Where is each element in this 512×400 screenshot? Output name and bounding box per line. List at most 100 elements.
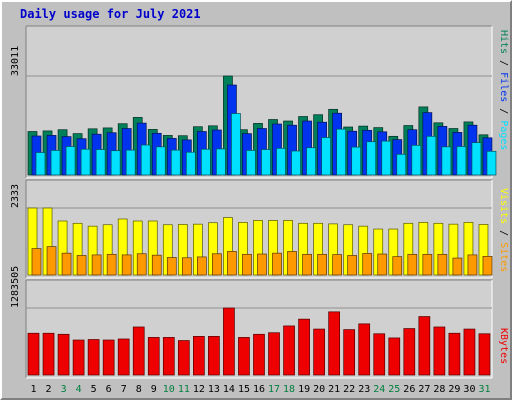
visits-sites-sites-bar-15 xyxy=(242,253,252,276)
visits-sites-sites-bar-27 xyxy=(422,253,433,276)
day-label-20: 20 xyxy=(313,384,325,395)
hits-files-pages-pages-bar-18 xyxy=(291,150,301,176)
kbytes-kbytes-bar-26 xyxy=(403,328,416,376)
hits-files-pages-pages-bar-24 xyxy=(381,140,392,176)
hits-files-pages-pages-bar-3 xyxy=(65,146,76,176)
day-label-22: 22 xyxy=(343,384,355,395)
hits-files-pages-pages-bar-28 xyxy=(441,146,452,176)
kbytes-kbytes-bar-25 xyxy=(388,337,401,376)
visits-sites-sites-bar-23 xyxy=(362,253,373,276)
visits-sites-sites-bar-10 xyxy=(166,257,177,276)
hits-files-pages-pages-bar-26 xyxy=(411,144,422,176)
visits-sites-sites-bar-3 xyxy=(61,252,72,276)
visits-sites-sites-bar-1 xyxy=(31,248,42,276)
hits-files-pages-pages-bar-4 xyxy=(80,148,91,176)
day-label-3: 3 xyxy=(61,384,67,395)
visits-sites-sites-bar-19 xyxy=(302,253,312,276)
legend-hits: Hits xyxy=(498,30,509,54)
visits-sites-sites-bar-21 xyxy=(332,254,342,276)
kbytes-kbytes-bar-17 xyxy=(268,332,280,376)
day-label-6: 6 xyxy=(106,384,112,395)
visits-sites-sites-bar-28 xyxy=(437,253,448,276)
visits-sites-sites-bar-26 xyxy=(407,253,418,276)
kbytes-kbytes-bar-18 xyxy=(283,325,295,376)
kbytes-kbytes-bar-28 xyxy=(433,326,446,376)
day-label-27: 27 xyxy=(418,384,430,395)
kbytes-kbytes-bar-7 xyxy=(117,338,130,376)
visits-sites-sites-bar-7 xyxy=(121,254,132,276)
chart-title: Daily usage for July 2021 xyxy=(20,7,201,21)
legend-sep-3: / xyxy=(498,224,509,242)
hits-files-pages-pages-bar-13 xyxy=(216,148,226,176)
day-label-25: 25 xyxy=(388,384,400,395)
hits-files-pages-pages-bar-15 xyxy=(246,150,256,176)
hits-files-pages-pages-bar-25 xyxy=(396,153,407,176)
day-label-28: 28 xyxy=(433,384,445,395)
hits-files-pages-pages-bar-19 xyxy=(306,147,316,176)
day-label-4: 4 xyxy=(76,384,82,395)
visits-sites-max-label: 2333 xyxy=(10,184,21,208)
kbytes-kbytes-bar-14 xyxy=(223,307,235,376)
day-label-23: 23 xyxy=(358,384,370,395)
day-label-9: 9 xyxy=(151,384,157,395)
kbytes-kbytes-bar-12 xyxy=(193,336,205,376)
visits-sites-sites-bar-20 xyxy=(317,253,327,276)
kbytes-kbytes-bar-3 xyxy=(57,333,70,376)
hits-files-pages-pages-bar-10 xyxy=(170,149,181,176)
hits-files-pages-pages-bar-31 xyxy=(486,150,497,176)
visits-sites-sites-bar-30 xyxy=(467,254,478,276)
hits-files-pages-pages-bar-21 xyxy=(336,128,346,176)
kbytes-kbytes-bar-15 xyxy=(238,337,250,376)
kbytes-kbytes-bar-11 xyxy=(177,340,190,376)
hits-files-pages-pages-bar-9 xyxy=(155,146,166,176)
legend-visits: Visits xyxy=(498,188,509,224)
visits-sites-sites-bar-12 xyxy=(197,256,207,276)
visits-sites-sites-bar-24 xyxy=(377,253,388,276)
kbytes-kbytes-bar-8 xyxy=(132,326,145,376)
hits-files-pages-pages-bar-20 xyxy=(321,137,331,176)
kbytes-kbytes-bar-27 xyxy=(418,316,431,376)
hits-files-pages-pages-bar-17 xyxy=(276,147,286,176)
kbytes-max-label: 1283505 xyxy=(10,266,21,308)
hits-files-pages-pages-bar-30 xyxy=(471,142,482,176)
hits-files-pages-pages-bar-16 xyxy=(261,149,271,176)
day-label-24: 24 xyxy=(373,384,385,395)
visits-sites-sites-bar-8 xyxy=(136,253,147,276)
legend-kbytes: KBytes xyxy=(498,328,509,364)
visits-sites-sites-bar-22 xyxy=(347,255,358,276)
hits-files-pages-pages-bar-8 xyxy=(140,144,151,176)
legend-sep-2: / xyxy=(498,102,509,120)
hits-files-pages-pages-bar-1 xyxy=(35,152,46,176)
hits-files-pages-pages-bar-29 xyxy=(456,146,467,176)
visits-sites-sites-bar-13 xyxy=(212,253,222,276)
day-label-14: 14 xyxy=(223,384,235,395)
hits-files-pages-pages-bar-6 xyxy=(110,150,121,176)
kbytes-kbytes-bar-24 xyxy=(373,333,386,376)
visits-sites-sites-bar-31 xyxy=(482,255,493,276)
day-label-17: 17 xyxy=(268,384,280,395)
hits-files-pages-pages-bar-7 xyxy=(125,149,136,176)
visits-sites-sites-bar-25 xyxy=(392,256,403,276)
day-label-21: 21 xyxy=(328,384,340,395)
day-label-5: 5 xyxy=(91,384,97,395)
kbytes-kbytes-bar-20 xyxy=(313,328,325,376)
kbytes-kbytes-bar-19 xyxy=(298,318,310,376)
kbytes-kbytes-bar-31 xyxy=(478,333,491,376)
legend-sep-1: / xyxy=(498,54,509,72)
visits-sites-sites-bar-14 xyxy=(227,251,237,276)
legend-visits-sites: Visits / Sites xyxy=(498,188,509,272)
visits-sites-sites-bar-29 xyxy=(452,257,463,276)
kbytes-kbytes-bar-23 xyxy=(358,323,371,376)
day-label-29: 29 xyxy=(448,384,460,395)
visits-sites-sites-bar-6 xyxy=(106,253,117,276)
kbytes-kbytes-bar-5 xyxy=(87,339,100,376)
hits-files-pages-pages-bar-12 xyxy=(201,148,211,176)
kbytes-kbytes-bar-29 xyxy=(448,332,461,376)
visits-sites-sites-bar-5 xyxy=(91,254,102,276)
hits-files-pages-pages-bar-14 xyxy=(231,113,241,176)
kbytes-kbytes-bar-16 xyxy=(253,333,265,376)
kbytes-kbytes-bar-10 xyxy=(162,337,175,376)
day-label-31: 31 xyxy=(478,384,490,395)
